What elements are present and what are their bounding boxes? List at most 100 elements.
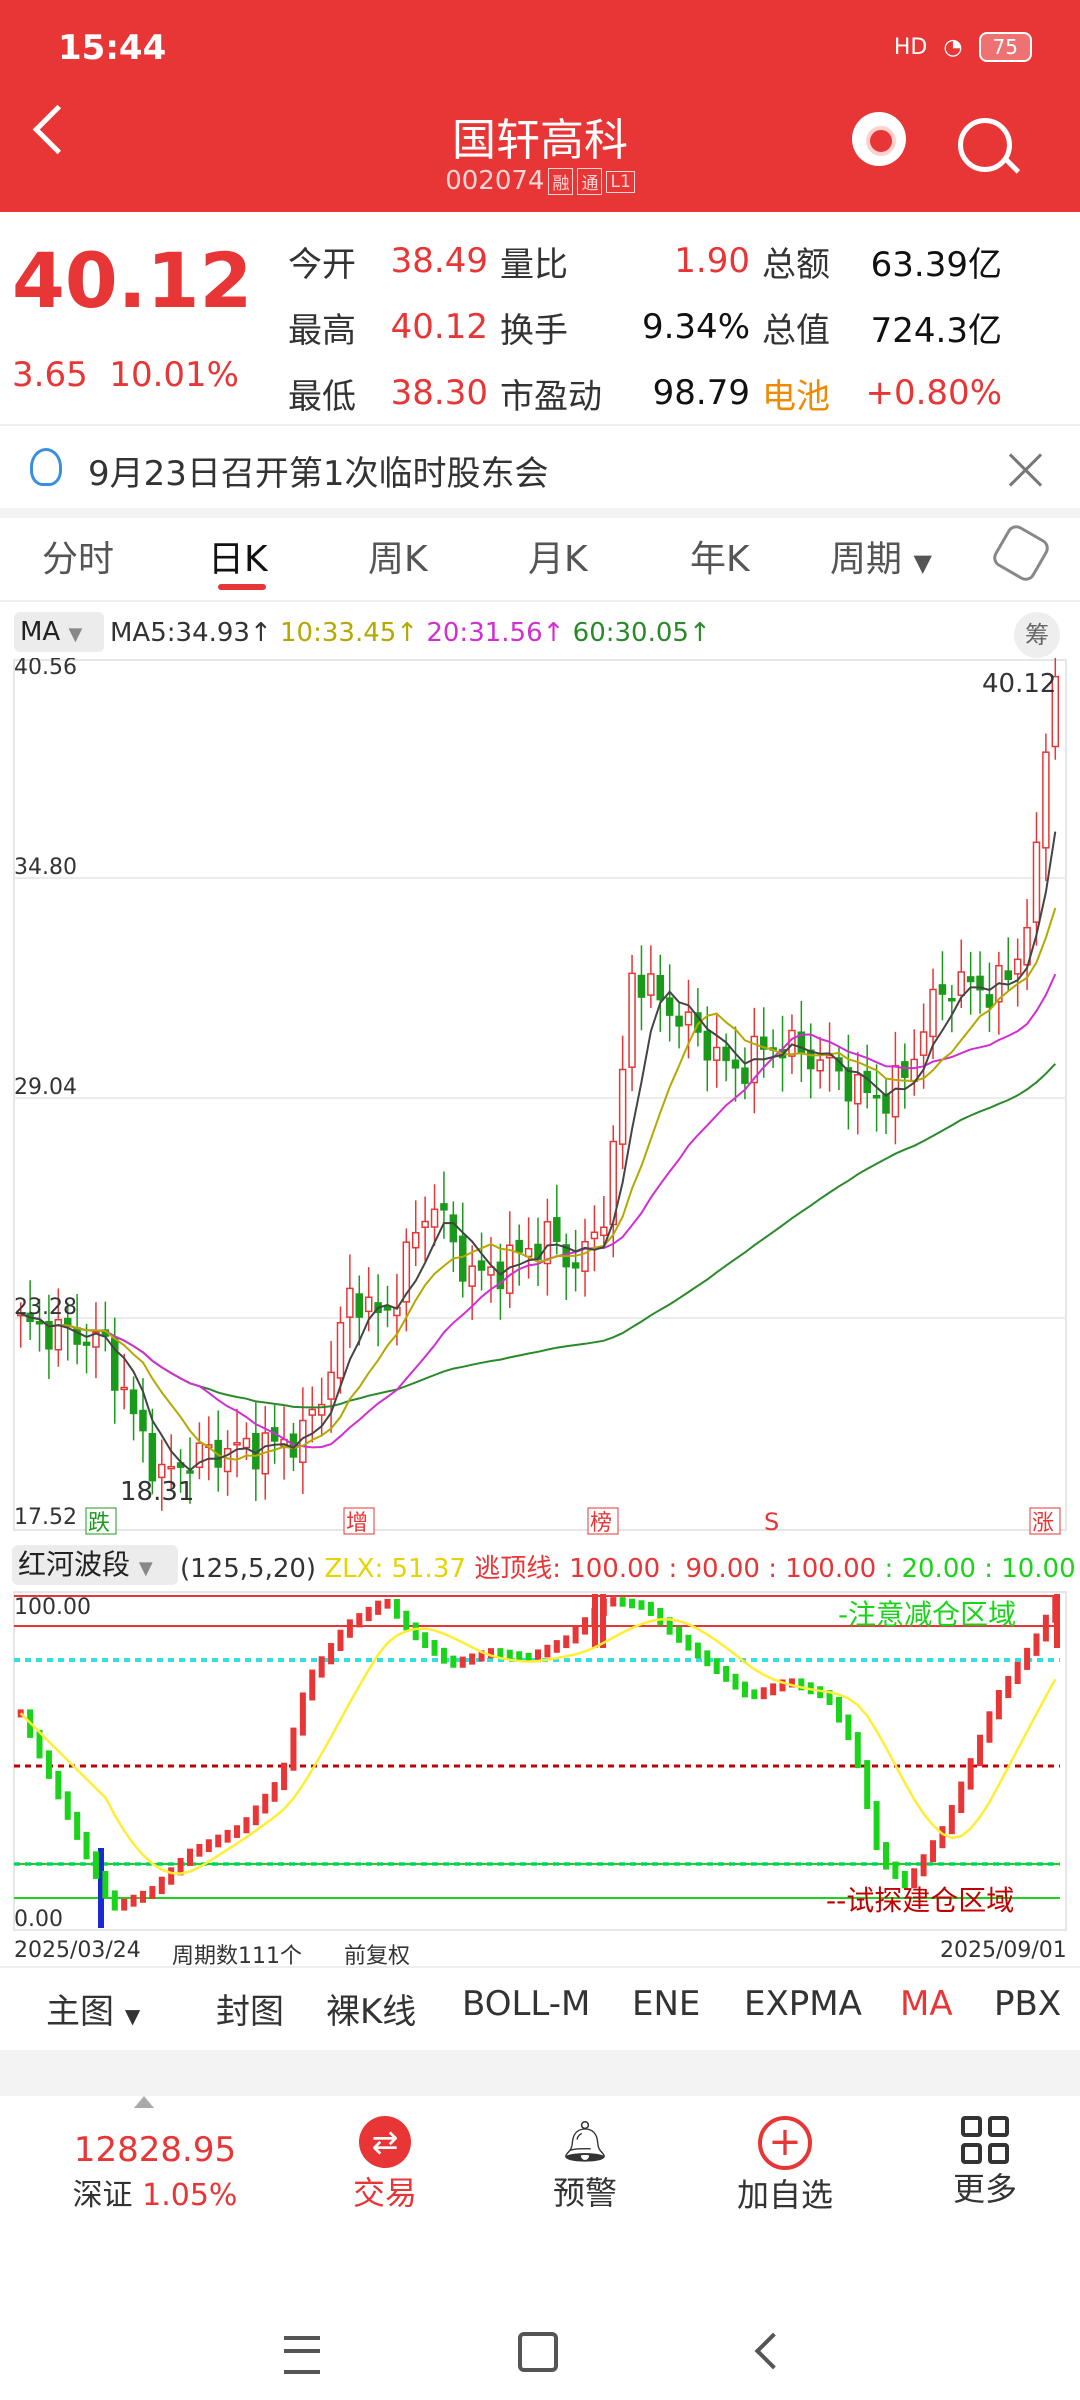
trade-icon: ⇄ [359,2116,411,2168]
candle-body [675,1015,683,1027]
tab-ene[interactable]: ENE [632,1984,701,2024]
tab-rik[interactable]: 日K [208,539,268,580]
tab-bollm[interactable]: BOLL-M [462,1984,591,2024]
tab-luok[interactable]: 裸K线 [326,1992,417,2032]
change-value: 3.65 [12,355,88,395]
tab-ma[interactable]: MA [900,1984,953,2024]
kline-chart[interactable]: 40.56 34.80 29.04 23.28 17.52 40.12 18.3… [0,658,1080,1538]
candle-body [430,1208,439,1228]
candle-body [440,1203,448,1211]
candle-body [722,1046,730,1062]
menu-icon[interactable] [284,2336,320,2374]
indicator-bar [657,1607,664,1626]
quote-label: 最高 [288,310,356,351]
indicator-bar [1042,1614,1049,1642]
escape-value: 逃顶线: 100.00 [474,1554,661,1584]
notice-text[interactable]: 9月23日召开第1次临时股东会 [88,454,549,494]
indicator-bar [111,1890,118,1911]
ma20-value: 20:31.56↑ [426,618,565,648]
home-icon[interactable] [518,2332,558,2372]
candle-body [35,1320,44,1325]
tab-fenshi[interactable]: 分时 [42,539,115,580]
quote-value: 98.79 [652,373,750,413]
divider [0,1966,1080,1968]
indicator-bar [638,1600,645,1610]
tab-expma[interactable]: EXPMA [744,1984,862,2024]
tab-pbx[interactable]: PBX [994,1984,1062,2024]
assistant-icon[interactable] [852,112,906,166]
y-label-4: 23.28 [14,1295,77,1320]
last-price-label: 40.12 [982,669,1056,699]
marker-zhang: 涨 [1032,1511,1054,1536]
candle-body [421,1220,429,1228]
indicator-bar [619,1597,626,1607]
index-ticker[interactable]: 12828.95 深证 1.05% [40,2130,270,2214]
tab-yuek[interactable]: 月K [528,539,588,580]
axis-end: 2025/09/01 [940,1938,1067,1963]
indicator-bar [252,1805,259,1826]
indicator-bar [563,1635,570,1649]
nav-more[interactable]: 更多 [930,2116,1040,2210]
ma10-line [20,907,1057,1461]
search-icon[interactable] [958,118,1012,172]
indicator-bar [864,1760,871,1810]
reduce-zone-label: -注意减仓区域 [838,1598,1016,1631]
back-nav-icon[interactable] [754,2332,792,2370]
wifi-icon: ◔ [943,34,963,60]
candle-body [459,1235,467,1282]
indicator-bar [356,1613,363,1628]
nav-trade[interactable]: ⇄ 交易 [330,2116,440,2214]
quote-row: 最低 38.30 市盈动 98.79 电池 +0.80% [288,360,1068,426]
divider [0,508,1080,518]
tag-tong: 通 [577,168,603,195]
indicator-bar [440,1647,447,1664]
candle-body [731,1059,740,1069]
tag-rong: 融 [548,168,574,195]
axis-adjust[interactable]: 前复权 [344,1944,411,1969]
tab-period[interactable]: 周期 ▼ [830,530,932,582]
candle-body [788,1029,796,1057]
candle-body [411,1231,420,1249]
nav-add[interactable]: + 加自选 [720,2116,850,2216]
price-change: 3.65 10.01% [12,355,239,395]
axis-periods: 周期数111个 [172,1944,302,1969]
candle-body [1004,970,1013,981]
tab-niank[interactable]: 年K [690,539,750,580]
tab-underline [218,584,266,590]
chip-button[interactable]: 筹 [1014,612,1060,658]
close-icon[interactable] [1008,452,1044,488]
indicator-bar [835,1696,842,1723]
candle-body [487,1266,495,1276]
indicator-bar [158,1876,165,1895]
indicator-bar [205,1839,212,1852]
indicator-bar [234,1825,241,1838]
stock-name: 国轩高科 [452,115,628,166]
indicator-selector[interactable]: 红河波段 ▼ [12,1545,178,1585]
chevron-down-icon: ▼ [913,549,932,577]
candle-body [600,1226,608,1237]
candle-body [985,994,994,1008]
candle-body [665,997,674,1016]
indicator-bar [318,1656,325,1678]
candle-body [148,1433,157,1482]
nav-alert[interactable]: 🔔︎ 预警 [530,2116,640,2214]
indicator-bar [666,1617,673,1635]
indicator-bar [55,1770,62,1800]
indicator-bar [723,1666,730,1682]
indicator-bar [930,1840,937,1863]
candle-body [741,1067,749,1084]
ma-selector[interactable]: MA ▼ [14,612,104,652]
indicator-bar [600,1598,607,1616]
indicator-bar [92,1851,99,1879]
grid-icon [961,2116,1009,2164]
indicator-bar [83,1831,90,1860]
candle-body [515,1239,523,1253]
candle-body [346,1287,354,1318]
tab-main[interactable]: 主图 ▼ [46,1984,140,2033]
indicator-chart[interactable]: 100.00 0.00 -注意减仓区域 --试探建仓区域 [0,1590,1080,1934]
candle-body [92,1331,100,1348]
indicator-bar [187,1848,193,1866]
tab-zhouk[interactable]: 周K [368,539,428,580]
tab-fengtu[interactable]: 封图 [216,1992,284,2032]
indicator-bar [629,1598,636,1609]
